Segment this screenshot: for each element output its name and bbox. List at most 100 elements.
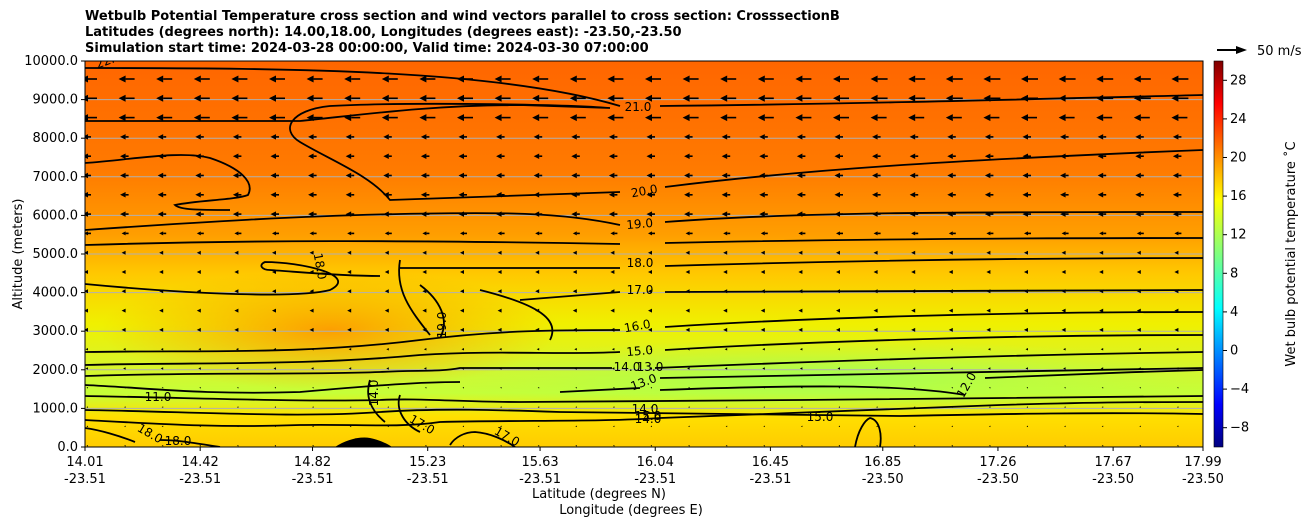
x-tick-label-lat: 17.67 [1095,455,1132,470]
wind-vector [85,153,88,159]
wind-vector [422,250,427,255]
contour-15b [664,311,1203,328]
wind-vector [796,134,803,140]
wind-vector [1099,327,1104,332]
wind-vector [948,327,953,332]
wind-vector [386,367,389,370]
wind-vector [1171,114,1179,122]
wind-vector [1139,444,1141,447]
contour-label: 15.0 [635,409,662,423]
wind-vector [383,211,389,217]
wind-vector [870,75,878,83]
wind-vector [951,406,953,408]
wind-vector [236,444,239,447]
wind-vector [684,153,690,159]
wind-vector [460,231,464,236]
wind-vector [682,114,690,122]
contour-low-4 [397,394,421,433]
wind-vector [724,347,728,351]
terrain-bump [335,437,392,447]
wind-vector [688,387,690,389]
wind-vector [1026,444,1028,447]
wind-vector [460,327,464,332]
wind-vector [422,270,427,274]
wind-vector [650,444,652,447]
wind-vector [1024,308,1028,313]
wind-vector [836,231,840,236]
x-axis-label-latitude: Latitude (degrees N) [532,487,666,502]
wind-vector [424,444,427,447]
wind-vector [911,231,916,236]
contour-low-2 [85,408,1203,417]
wind-vector [120,172,126,179]
wind-vector [984,172,991,179]
wind-vector [610,270,615,274]
colorbar-tick-label: 24 [1230,112,1247,127]
wind-vector [381,94,389,102]
wind-vector [86,406,88,408]
contour-label: 18.0 [627,256,654,270]
colorbar-label: Wet bulb potential temperature ˚C [1283,141,1299,366]
wind-vector [757,114,765,122]
wind-vector [1138,367,1141,370]
x-tick-label-lon: -23.51 [64,472,106,487]
x-tick-label-lat: 15.63 [521,455,558,470]
wind-vector [759,172,765,179]
wind-vector [948,231,953,236]
wind-vector [383,172,389,179]
x-tick-label-lat: 14.82 [294,455,331,470]
contour-low-1 [85,395,1203,403]
wind-vector [872,192,878,198]
wind-vector [235,347,239,351]
wind-vector [308,134,314,140]
wind-vector [159,308,164,313]
wind-vector [875,347,878,351]
wind-vector [798,231,803,236]
wind-vector [309,270,314,274]
contour-12 [85,381,461,394]
wind-vector [687,367,690,370]
wind-vector [121,289,126,294]
wind-vector [85,250,88,255]
wind-vector [123,347,126,351]
wind-vector [1139,387,1141,389]
wind-vector [85,270,88,274]
wind-vector [312,387,314,389]
wind-vector [723,308,728,313]
wind-vector [535,289,540,294]
wind-vector [161,406,164,408]
wind-vector [420,134,427,140]
wind-vector [610,289,615,294]
wind-vector [721,153,728,159]
wind-vector [569,114,577,122]
wind-vector [537,444,540,447]
x-tick-label-lon: -23.50 [862,472,904,487]
wind-vector [199,444,201,447]
wind-vector [836,289,840,294]
wind-vector [422,308,427,313]
contour-low-9 [367,379,386,423]
wind-vector [269,94,276,102]
wind-vector [236,425,239,428]
wind-vector [272,270,276,274]
wind-vector [838,387,840,389]
wind-vector [685,308,690,313]
wind-vector [1174,231,1179,236]
wind-vector [496,134,502,140]
wind-vector [988,406,991,408]
wind-vector [834,153,840,159]
wind-vector [1025,367,1028,370]
wind-vector [1024,289,1028,294]
contour-19b [664,211,1203,223]
wind-vector [913,444,916,447]
wind-vector [537,387,540,389]
wind-vector [1172,192,1179,198]
wind-vector [984,134,991,140]
wind-vector [234,308,239,313]
wind-vector [536,367,540,370]
wind-vector [309,289,314,294]
wind-vector [312,425,314,428]
wind-vector [85,367,88,370]
contour-label: 14.0 [632,402,659,416]
wind-vector [535,308,540,313]
